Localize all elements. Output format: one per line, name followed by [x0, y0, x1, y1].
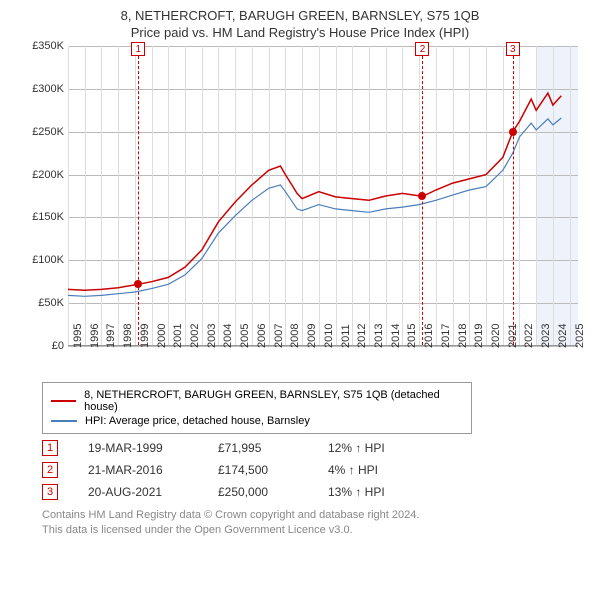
event-marker: 2	[415, 42, 429, 56]
event-date: 20-AUG-2021	[88, 485, 188, 499]
xtick-label: 2015	[406, 324, 418, 348]
xtick-label: 2011	[340, 324, 352, 348]
xtick-label: 2002	[189, 324, 201, 348]
event-vline	[138, 46, 139, 345]
xtick-label: 1997	[105, 324, 117, 348]
xtick-label: 1998	[122, 324, 134, 348]
ytick-label: £250K	[20, 126, 64, 138]
ytick-label: £150K	[20, 211, 64, 223]
ytick-label: £100K	[20, 254, 64, 266]
xtick-label: 2000	[156, 324, 168, 348]
event-date: 21-MAR-2016	[88, 463, 188, 477]
ytick-label: £0	[20, 340, 64, 352]
xtick-label: 2021	[507, 324, 519, 348]
events-table: 1 19-MAR-1999 £71,995 12% ↑ HPI 2 21-MAR-2016…	[42, 440, 590, 500]
xtick-label: 2025	[574, 324, 586, 348]
event-number-box: 1	[42, 440, 58, 456]
event-date: 19-MAR-1999	[88, 441, 188, 455]
xtick-label: 2001	[172, 324, 184, 348]
event-delta: 4% ↑ HPI	[328, 463, 428, 477]
xtick-label: 2024	[557, 324, 569, 348]
ytick-label: £200K	[20, 169, 64, 181]
event-point	[509, 128, 517, 136]
event-delta: 12% ↑ HPI	[328, 441, 428, 455]
event-price: £71,995	[218, 441, 298, 455]
xtick-label: 2020	[490, 324, 502, 348]
xtick-label: 2010	[323, 324, 335, 348]
event-row: 1 19-MAR-1999 £71,995 12% ↑ HPI	[42, 440, 590, 456]
event-row: 3 20-AUG-2021 £250,000 13% ↑ HPI	[42, 484, 590, 500]
event-number-box: 2	[42, 462, 58, 478]
series-hpi	[68, 118, 561, 296]
event-price: £250,000	[218, 485, 298, 499]
plot-region: 123	[68, 46, 578, 346]
chart-area: 123 £0£50K£100K£150K£200K£250K£300K£350K…	[20, 46, 580, 376]
legend: 8, NETHERCROFT, BARUGH GREEN, BARNSLEY, …	[42, 382, 472, 434]
xtick-label: 2004	[222, 324, 234, 348]
legend-label: 8, NETHERCROFT, BARUGH GREEN, BARNSLEY, …	[84, 389, 463, 413]
event-vline	[513, 46, 514, 345]
line-layer	[68, 46, 578, 346]
xtick-label: 1995	[72, 324, 84, 348]
xtick-label: 2005	[239, 324, 251, 348]
xtick-label: 2014	[390, 324, 402, 348]
event-delta: 13% ↑ HPI	[328, 485, 428, 499]
event-number-box: 3	[42, 484, 58, 500]
xtick-label: 2007	[273, 324, 285, 348]
legend-item: 8, NETHERCROFT, BARUGH GREEN, BARNSLEY, …	[51, 389, 463, 413]
chart-title: 8, NETHERCROFT, BARUGH GREEN, BARNSLEY, …	[10, 8, 590, 23]
event-point	[418, 192, 426, 200]
series-property	[68, 93, 561, 290]
ytick-label: £50K	[20, 297, 64, 309]
attribution: Contains HM Land Registry data © Crown c…	[42, 508, 590, 538]
legend-item: HPI: Average price, detached house, Barn…	[51, 415, 463, 427]
legend-swatch	[51, 400, 76, 402]
attribution-line-2: This data is licensed under the Open Gov…	[42, 523, 590, 538]
legend-swatch	[51, 420, 77, 422]
legend-label: HPI: Average price, detached house, Barn…	[85, 415, 310, 427]
xtick-label: 2017	[440, 324, 452, 348]
ytick-label: £300K	[20, 83, 64, 95]
attribution-line-1: Contains HM Land Registry data © Crown c…	[42, 508, 590, 523]
chart-subtitle: Price paid vs. HM Land Registry's House …	[10, 25, 590, 40]
xtick-label: 2009	[306, 324, 318, 348]
xtick-label: 2016	[423, 324, 435, 348]
xtick-label: 2023	[540, 324, 552, 348]
xtick-label: 2008	[289, 324, 301, 348]
xtick-label: 2022	[523, 324, 535, 348]
xtick-label: 2018	[457, 324, 469, 348]
event-row: 2 21-MAR-2016 £174,500 4% ↑ HPI	[42, 462, 590, 478]
xtick-label: 2006	[256, 324, 268, 348]
xtick-label: 1999	[139, 324, 151, 348]
event-price: £174,500	[218, 463, 298, 477]
xtick-label: 1996	[89, 324, 101, 348]
xtick-label: 2012	[356, 324, 368, 348]
event-marker: 1	[131, 42, 145, 56]
xtick-label: 2019	[473, 324, 485, 348]
event-marker: 3	[506, 42, 520, 56]
xtick-label: 2003	[206, 324, 218, 348]
xtick-label: 2013	[373, 324, 385, 348]
event-point	[134, 280, 142, 288]
ytick-label: £350K	[20, 40, 64, 52]
